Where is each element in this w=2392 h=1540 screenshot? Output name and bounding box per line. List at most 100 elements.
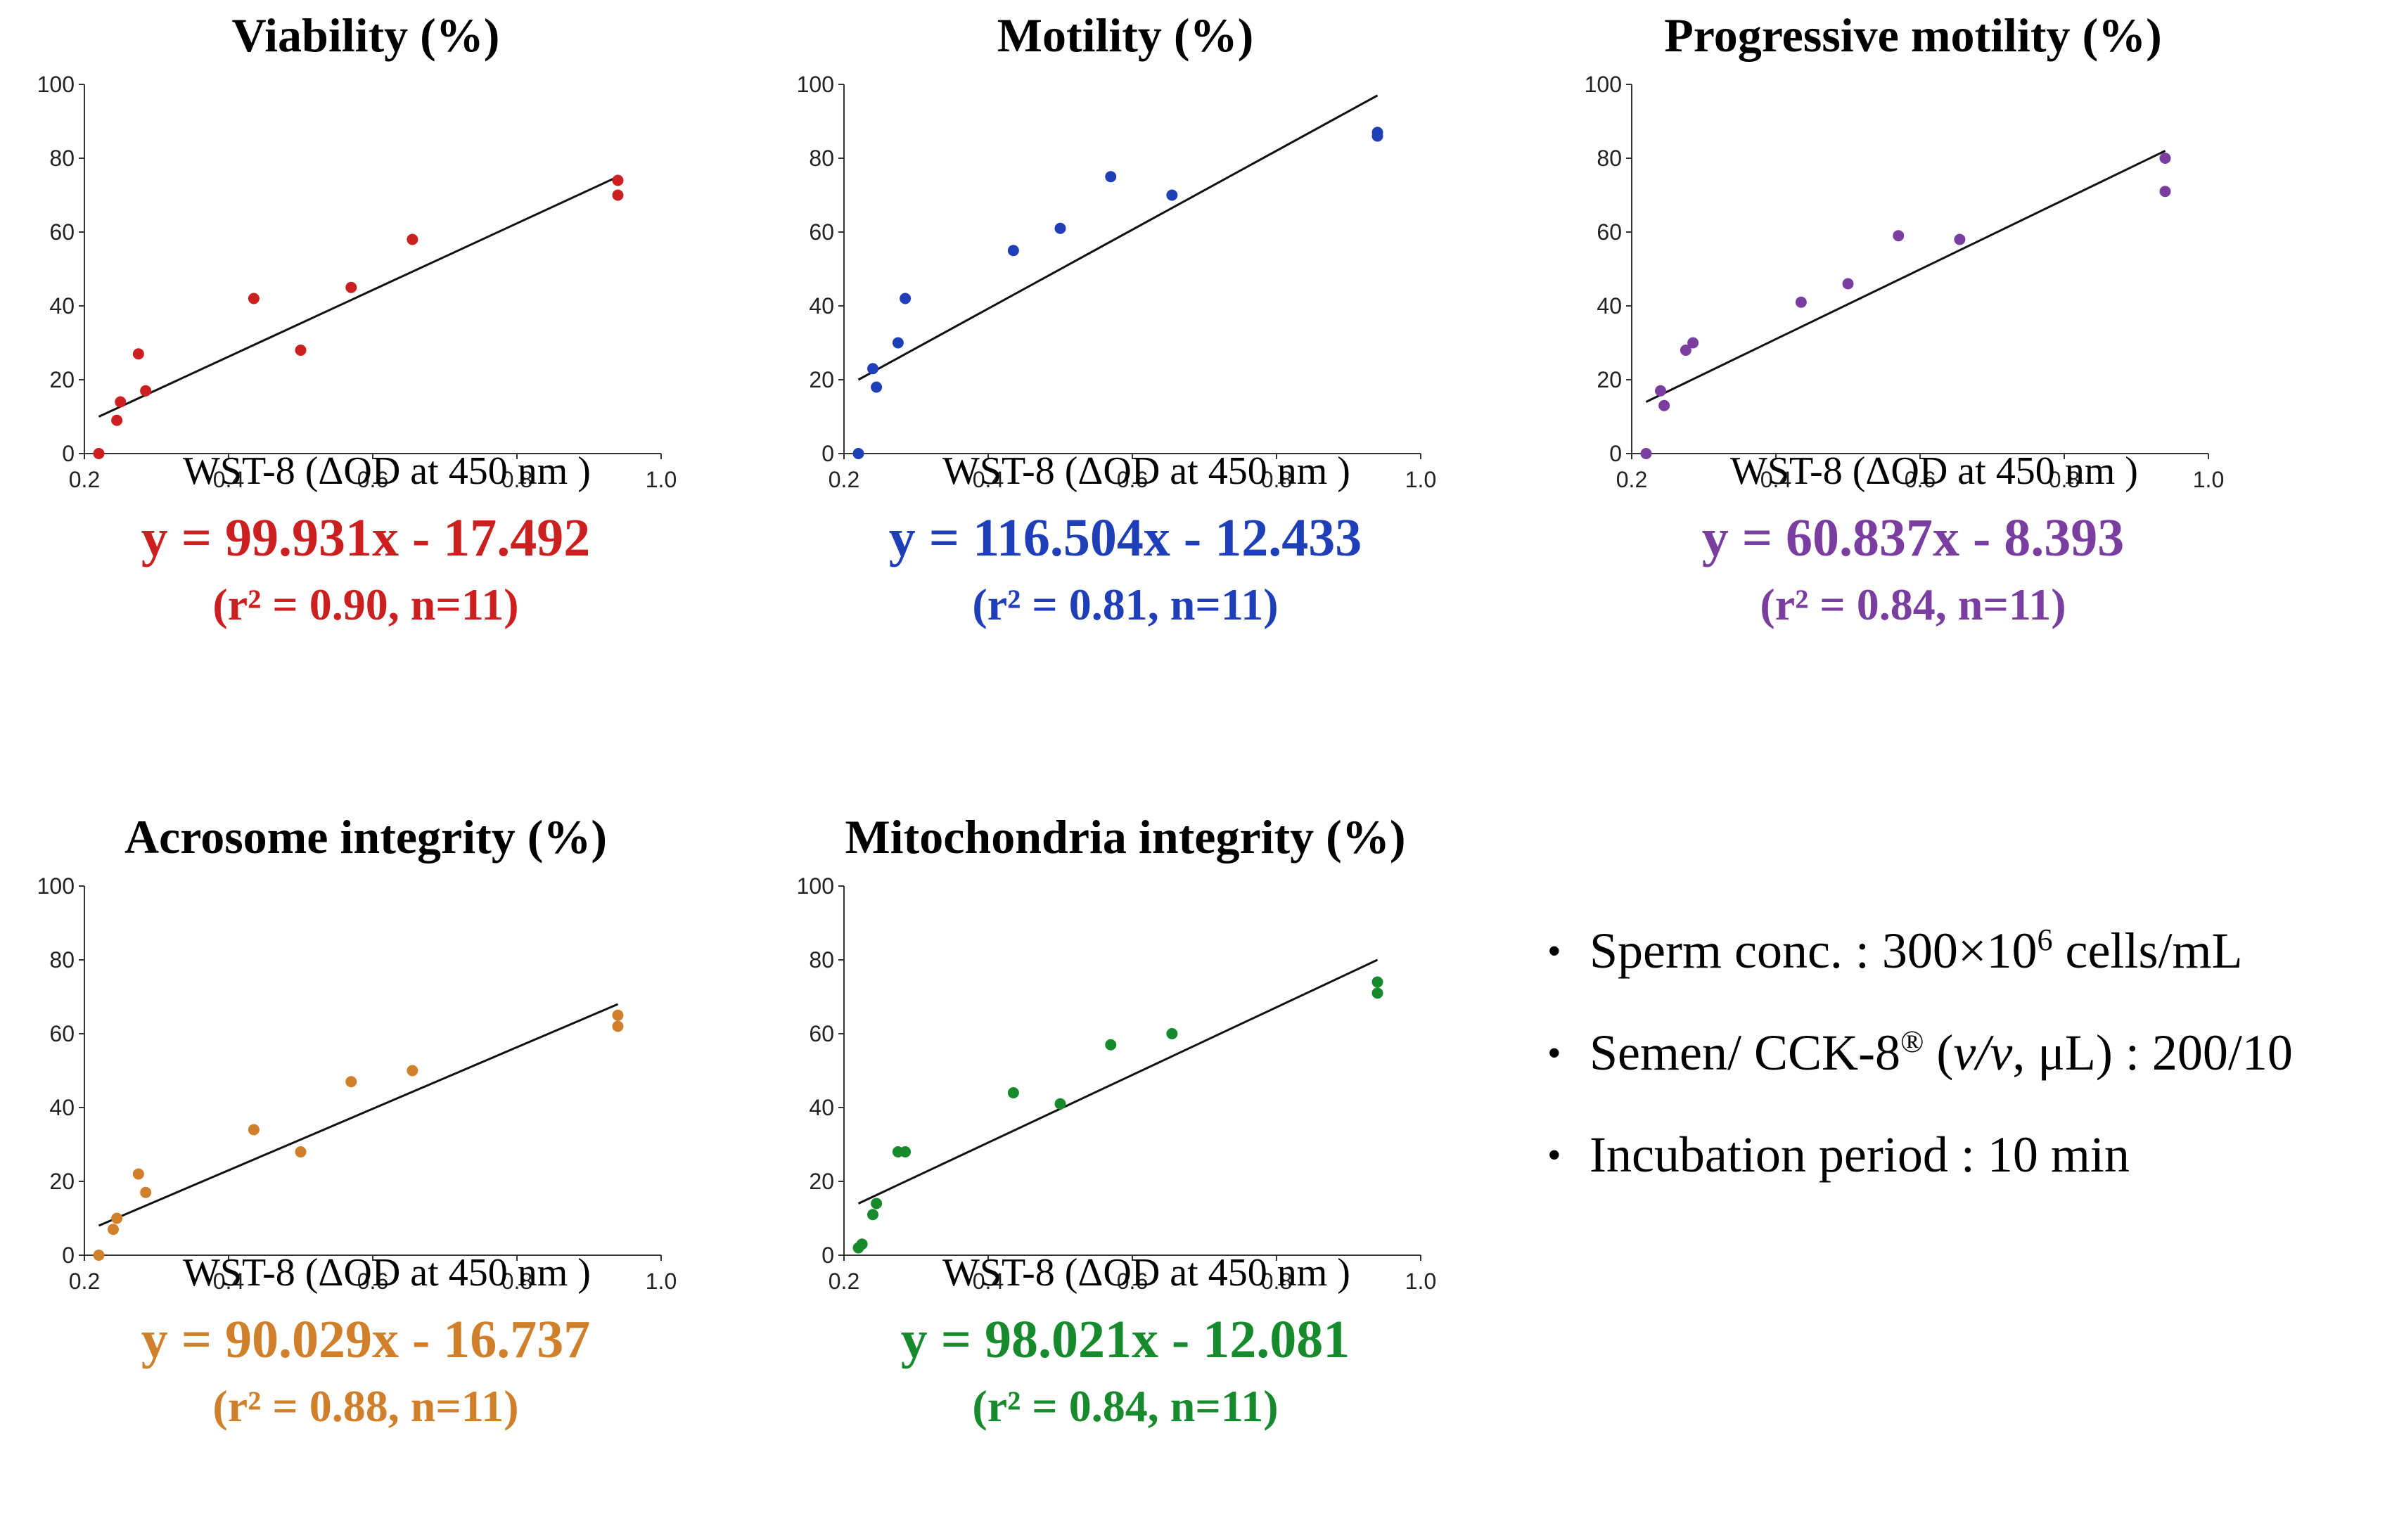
chart-title: Motility (%) [997,8,1254,62]
data-point [856,1238,868,1250]
x-tick-label: 0.2 [69,1269,100,1294]
fit-line [98,175,619,418]
data-point [140,1186,152,1198]
data-point [2159,153,2171,164]
chart-panel-mitochondria-integrity: Mitochondria integrity (%) 0 20 40 60 80 100 0… [788,802,1463,1540]
x-tick-label: 0.8 [501,467,532,492]
data-point [612,189,624,201]
data-point [108,1224,119,1236]
regression-stats: (r² = 0.90, n=11) [212,579,519,629]
note-text: Semen/ CCK-8® (v/v, μL) : 200/10 [1590,1025,2293,1081]
y-tick-label: 0 [821,1243,834,1268]
y-tick-label: 100 [1585,72,1622,97]
data-point [1371,987,1383,999]
regression-stats: (r² = 0.81, n=11) [972,579,1279,629]
note-text: Incubation period : 10 min [1590,1127,2130,1183]
bullet: • [1547,1133,1561,1177]
data-point [1687,337,1699,349]
scatter-plot: 0 20 40 60 80 100 0.2 0.4 0.6 0.8 1.0 [797,72,1437,492]
x-tick-label: 0.2 [829,1269,859,1294]
data-point [892,337,904,349]
data-point [900,1146,912,1157]
data-point [295,345,307,356]
x-axis-label: WST-8 (ΔOD at 450 nm ) [183,449,591,493]
chart-panel-viability: Viability (%) 0 20 40 60 80 100 0.2 0.4 0.6 0.8 1.… [28,0,703,738]
scatter-plot: 0 20 40 60 80 100 0.2 0.4 0.6 0.8 1.0 [37,873,677,1294]
x-tick-label: 0.4 [1760,467,1791,492]
x-tick-label: 0.2 [829,467,859,492]
data-point [1105,1039,1117,1051]
chart-title: Viability (%) [231,8,500,62]
x-axis-label: WST-8 (ΔOD at 450 nm ) [942,449,1350,493]
data-point [1371,976,1383,988]
fit-line [857,94,1379,381]
data-point [248,1124,260,1136]
x-axis-label: WST-8 (ΔOD at 450 nm ) [183,1251,591,1295]
data-point [295,1146,307,1157]
chart-panel-progressive-motility: Progressive motility (%) 0 20 40 60 80 100 0.2… [1575,0,2251,738]
y-tick-label: 40 [809,293,834,319]
scatter-plot: 0 20 40 60 80 100 0.2 0.4 0.6 0.8 1.0 [37,72,677,492]
y-tick-label: 0 [62,1243,75,1268]
x-tick-label: 0.6 [1117,1269,1148,1294]
y-tick-label: 80 [49,947,75,973]
chart-title: Progressive motility (%) [1664,8,2162,62]
regression-equation: y = 60.837x - 8.393 [1701,508,2125,567]
x-tick-label: 0.4 [973,1269,1004,1294]
data-point [871,381,883,393]
x-tick-label: 1.0 [1405,467,1436,492]
y-tick-label: 20 [809,1169,834,1194]
chart-panel-motility: Motility (%) 0 20 40 60 80 100 0.2 0.4 0.6 0.8 1.0… [788,0,1463,738]
regression-stats: (r² = 0.84, n=11) [1760,579,2066,629]
data-point [2159,186,2171,198]
x-tick-label: 1.0 [646,467,677,492]
note-sperm-conc: • Sperm conc. : 300×106 cells/mL [1547,900,2384,1002]
data-point [1371,127,1383,139]
y-tick-label: 100 [37,873,75,899]
data-point [1893,230,1905,242]
method-notes: • Sperm conc. : 300×106 cells/mL • Semen… [1547,900,2384,1206]
y-tick-label: 100 [37,72,75,97]
data-point [132,348,144,360]
x-tick-label: 0.6 [1117,467,1148,492]
x-axis-label: WST-8 (ΔOD at 450 nm ) [1730,449,2138,493]
data-point [852,448,864,459]
y-tick-label: 0 [1609,441,1622,466]
bullet: • [1547,929,1561,973]
chart-title: Mitochondria integrity (%) [845,810,1406,864]
y-tick-label: 60 [49,219,75,245]
data-point [93,1250,105,1261]
bullet: • [1547,1031,1561,1075]
data-point [345,281,357,293]
fit-line [1645,150,2166,403]
y-tick-label: 100 [797,72,834,97]
x-tick-label: 0.4 [213,1269,244,1294]
data-point [1655,385,1666,397]
data-point [1007,245,1019,257]
x-tick-label: 1.0 [646,1269,677,1294]
x-tick-label: 0.6 [357,467,388,492]
data-point [407,233,418,245]
data-point [1954,233,1966,245]
data-point [140,385,152,397]
note-semen-ratio: • Semen/ CCK-8® (v/v, μL) : 200/10 [1547,1002,2384,1104]
x-tick-label: 0.6 [357,1269,388,1294]
data-point [612,174,624,186]
y-tick-label: 20 [49,1169,75,1194]
x-tick-label: 0.2 [69,467,100,492]
x-tick-label: 0.8 [1261,1269,1292,1294]
x-tick-label: 0.4 [213,467,244,492]
x-axis-label: WST-8 (ΔOD at 450 nm ) [942,1251,1350,1295]
data-point [612,1020,624,1032]
x-tick-label: 0.8 [501,1269,532,1294]
data-point [1795,296,1807,308]
y-tick-label: 80 [809,947,834,973]
data-point [345,1076,357,1088]
y-tick-label: 60 [809,1021,834,1046]
data-point [1680,345,1691,356]
y-tick-label: 80 [809,146,834,171]
fit-line [857,958,1379,1205]
x-tick-label: 1.0 [1405,1269,1436,1294]
data-point [115,396,127,408]
regression-stats: (r² = 0.88, n=11) [212,1381,519,1431]
